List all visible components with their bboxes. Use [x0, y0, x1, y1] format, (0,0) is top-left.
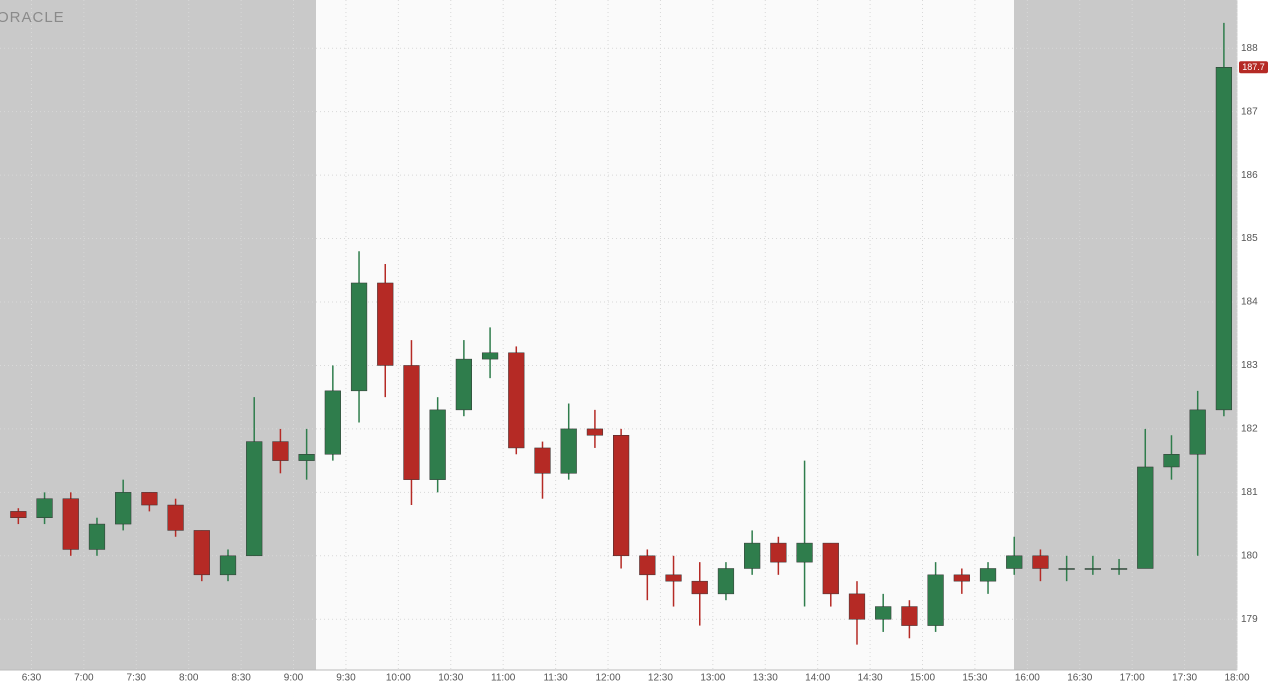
candle-body — [272, 441, 289, 461]
x-tick-label: 7:00 — [74, 673, 94, 684]
candle-body — [586, 428, 604, 436]
candle-body — [953, 574, 970, 582]
x-tick-label: 13:30 — [753, 673, 778, 684]
x-tick-label: 15:00 — [910, 673, 935, 684]
candle-body — [115, 492, 132, 525]
x-tick-label: 9:30 — [336, 673, 356, 684]
premarket-shade — [0, 0, 316, 670]
x-tick-label: 16:30 — [1067, 673, 1092, 684]
candle-body — [455, 358, 472, 411]
x-tick-label: 7:30 — [127, 673, 147, 684]
x-tick-label: 15:30 — [962, 673, 987, 684]
candle-body — [1189, 409, 1206, 455]
candle-body — [1137, 466, 1154, 569]
candle-body — [141, 492, 158, 506]
candle-body — [1006, 555, 1023, 569]
candle-body — [639, 555, 656, 576]
y-tick-label: 187 — [1241, 106, 1258, 117]
candle-body — [377, 282, 394, 366]
y-tick-label: 186 — [1241, 170, 1258, 181]
candle-body — [1110, 568, 1128, 570]
x-tick-label: 12:30 — [648, 673, 673, 684]
candle-body — [875, 606, 892, 620]
last-price-tag — [1239, 61, 1268, 74]
candle-body — [1084, 568, 1101, 570]
candle-body — [901, 606, 918, 626]
candle-body — [979, 568, 997, 582]
candle-body — [1032, 555, 1049, 569]
y-tick-label: 181 — [1241, 487, 1258, 498]
y-tick-label: 188 — [1241, 43, 1258, 54]
y-tick-label: 185 — [1241, 233, 1258, 244]
last-price-label: 187.7 — [1242, 62, 1265, 72]
candle-body — [508, 352, 525, 449]
x-tick-label: 10:00 — [386, 673, 411, 684]
candle-body — [1058, 568, 1075, 570]
x-tick-label: 18:00 — [1224, 673, 1249, 684]
y-tick-label: 183 — [1241, 360, 1258, 371]
candle-body — [665, 574, 682, 582]
x-tick-label: 17:30 — [1172, 673, 1197, 684]
candle-body — [403, 365, 420, 480]
y-tick-label: 179 — [1241, 614, 1258, 625]
y-tick-label: 182 — [1241, 424, 1258, 435]
x-tick-label: 11:00 — [491, 673, 516, 684]
x-tick-label: 14:00 — [805, 673, 830, 684]
candle-body — [717, 568, 735, 595]
afterhours-shade — [1014, 0, 1237, 670]
candle-body — [219, 555, 237, 576]
y-tick-label: 184 — [1241, 297, 1258, 308]
candle-body — [744, 542, 761, 569]
candle-body — [246, 441, 263, 557]
x-tick-label: 14:30 — [858, 673, 883, 684]
x-tick-label: 10:30 — [438, 673, 463, 684]
candle-body — [429, 409, 446, 480]
candle-body — [613, 434, 630, 557]
candle-body — [167, 504, 184, 531]
candle-body — [534, 447, 551, 474]
logo: ORACLE — [0, 9, 65, 26]
x-tick-label: 8:30 — [231, 673, 251, 684]
x-tick-label: 13:00 — [700, 673, 725, 684]
candle-body — [1163, 454, 1180, 468]
x-tick-label: 9:00 — [284, 673, 304, 684]
candle-body — [796, 542, 813, 563]
x-tick-label: 6:30 — [22, 673, 42, 684]
candle-body — [770, 542, 787, 563]
candle-body — [36, 498, 53, 518]
candle-body — [848, 593, 866, 620]
x-tick-label: 17:00 — [1120, 673, 1145, 684]
candle-body — [560, 428, 577, 474]
candle-body — [193, 530, 210, 576]
candle-body — [927, 574, 944, 626]
candle-body — [822, 542, 839, 595]
candle-body — [298, 454, 315, 461]
x-tick-label: 12:00 — [596, 673, 621, 684]
candle-body — [324, 390, 341, 455]
x-tick-label: 11:30 — [543, 673, 568, 684]
candle-body — [88, 523, 106, 550]
x-tick-label: 8:00 — [179, 673, 199, 684]
candle-body — [481, 352, 499, 360]
candle-body — [62, 498, 79, 550]
candle-body — [10, 511, 27, 518]
candle-body — [350, 282, 368, 392]
candle-body — [1215, 67, 1233, 411]
y-tick-label: 180 — [1241, 550, 1258, 561]
candle-body — [691, 580, 708, 595]
x-tick-label: 16:00 — [1015, 673, 1040, 684]
